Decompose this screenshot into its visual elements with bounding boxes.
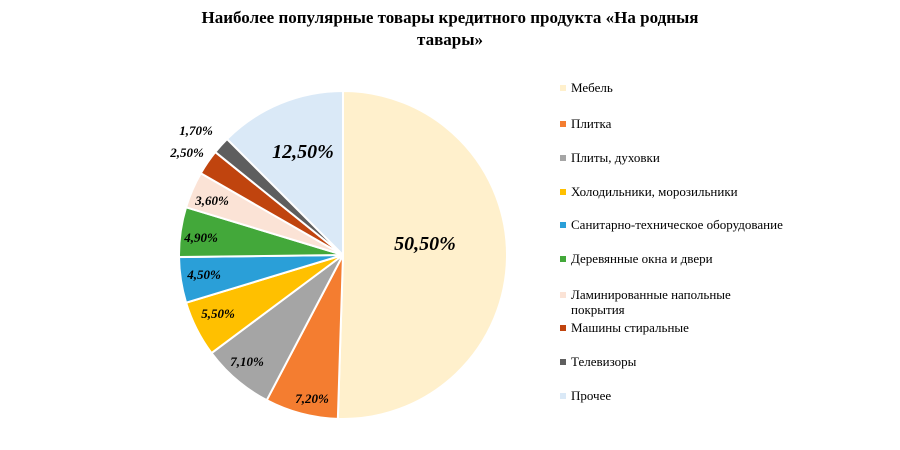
slice-label: 3,60% xyxy=(194,193,229,208)
legend-swatch-icon xyxy=(560,256,566,262)
legend-swatch-icon xyxy=(560,85,566,91)
legend-item: Машины стиральные xyxy=(560,320,820,335)
chart-title-line2: тавары» xyxy=(417,30,483,49)
legend-label: Плиты, духовки xyxy=(571,150,660,165)
pie-slice xyxy=(225,89,344,258)
legend-swatch-icon xyxy=(560,393,566,399)
legend-swatch-icon xyxy=(560,325,566,331)
slice-label: 1,70% xyxy=(179,123,213,138)
legend-item: Плиты, духовки xyxy=(560,150,820,165)
slice-label: 50,50% xyxy=(394,233,456,255)
slice-label: 7,10% xyxy=(230,354,264,369)
legend-label: Прочее xyxy=(571,388,612,403)
legend-item: Телевизоры xyxy=(560,354,820,369)
legend-item: Прочее xyxy=(560,388,820,403)
legend-swatch-icon xyxy=(560,292,566,298)
chart-title: Наиболее популярные товары кредитного пр… xyxy=(150,7,750,51)
legend-swatch-icon xyxy=(560,359,566,365)
legend-item: Мебель xyxy=(560,80,820,95)
legend-item: Санитарно-техническое оборудование xyxy=(560,217,820,232)
legend-swatch-icon xyxy=(560,155,566,161)
legend-label: Ламинированные напольные покрытия xyxy=(571,287,731,317)
slice-label: 4,50% xyxy=(186,267,221,282)
legend-label: Санитарно-техническое оборудование xyxy=(571,217,783,232)
legend-label: Плитка xyxy=(571,116,612,131)
legend-label: Машины стиральные xyxy=(571,320,689,335)
legend-item: Ламинированные напольные покрытия xyxy=(560,287,820,317)
legend-swatch-icon xyxy=(560,189,566,195)
legend-swatch-icon xyxy=(560,121,566,127)
pie-slice xyxy=(336,89,508,420)
slice-label: 2,50% xyxy=(169,145,204,160)
legend-item: Плитка xyxy=(560,116,820,131)
slice-label: 5,50% xyxy=(201,306,235,321)
slice-label: 4,90% xyxy=(183,230,218,245)
legend-label: Телевизоры xyxy=(571,354,637,369)
legend-swatch-icon xyxy=(560,222,566,228)
chart-title-line1: Наиболее популярные товары кредитного пр… xyxy=(201,8,699,27)
slice-label: 7,20% xyxy=(295,391,329,406)
legend-label: Мебель xyxy=(571,80,613,95)
legend-item: Деревянные окна и двери xyxy=(560,251,820,266)
slice-label: 12,50% xyxy=(272,141,334,163)
legend-label: Холодильники, морозильники xyxy=(571,184,738,199)
legend-label: Деревянные окна и двери xyxy=(571,251,713,266)
legend-item: Холодильники, морозильники xyxy=(560,184,820,199)
